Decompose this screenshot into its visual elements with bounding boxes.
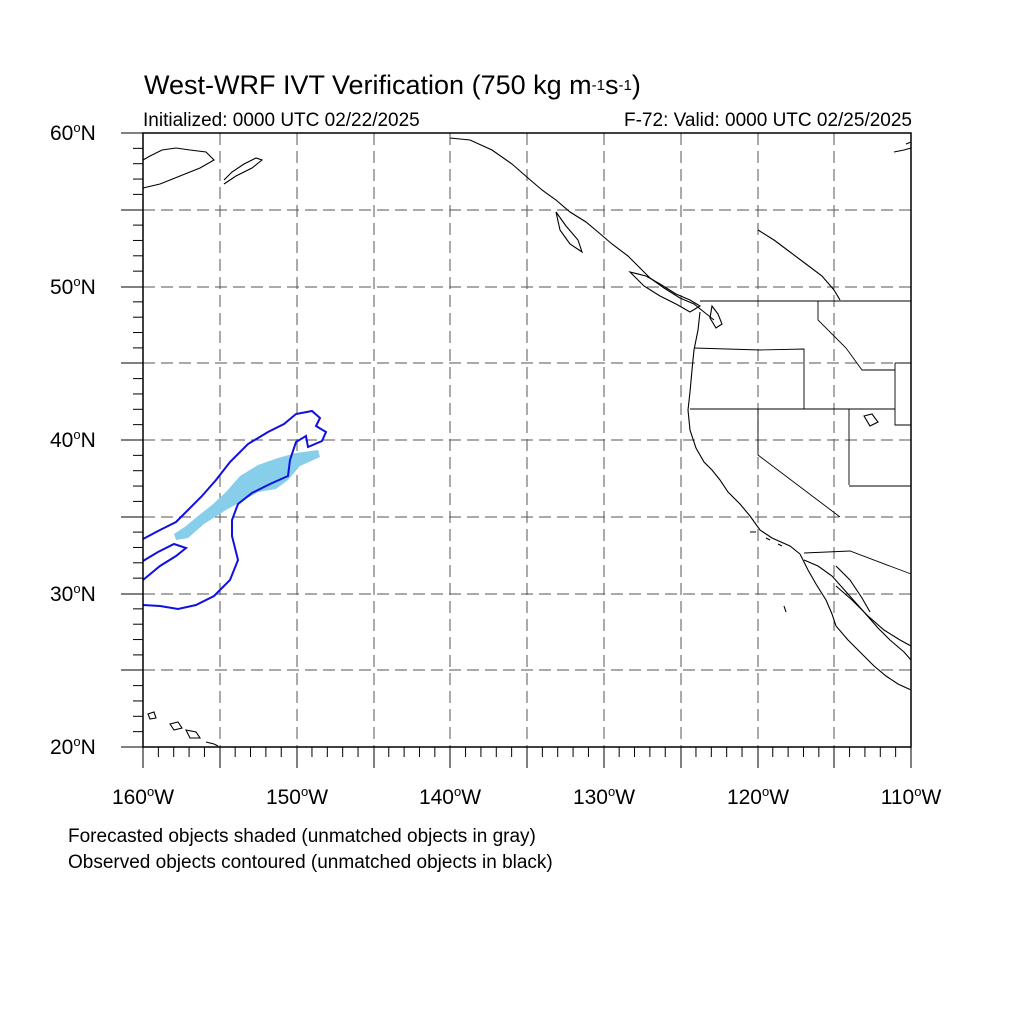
lon-label-110: 110oW bbox=[880, 784, 942, 809]
lon-label-140: 140oW bbox=[418, 784, 482, 809]
lat-label-30: 30oN bbox=[50, 581, 96, 606]
observed-contour bbox=[142, 409, 328, 611]
political-boundaries bbox=[690, 300, 912, 575]
forecast-note: Forecasted objects shaded (unmatched obj… bbox=[68, 826, 536, 847]
lon-label-150: 150oW bbox=[265, 784, 329, 809]
map-title: West-WRF IVT Verification (750 kg m-1s-1… bbox=[144, 70, 641, 100]
minor-ticks bbox=[133, 147, 897, 757]
grid-lines bbox=[143, 133, 911, 747]
lon-label-160: 160oW bbox=[111, 784, 175, 809]
initialized-time: Initialized: 0000 UTC 02/22/2025 bbox=[143, 110, 420, 131]
axis-ticks bbox=[121, 132, 912, 768]
lon-label-120: 120oW bbox=[726, 784, 790, 809]
coastlines bbox=[142, 137, 912, 747]
forecast-object bbox=[174, 450, 320, 540]
lat-label-50: 50oN bbox=[50, 274, 96, 299]
lat-label-60: 60oN bbox=[50, 120, 96, 145]
valid-time: F-72: Valid: 0000 UTC 02/25/2025 bbox=[624, 110, 912, 131]
lat-label-20: 20oN bbox=[50, 734, 96, 759]
observed-note: Observed objects contoured (unmatched ob… bbox=[68, 852, 553, 873]
lon-label-130: 130oW bbox=[572, 784, 636, 809]
observed-contour-inner bbox=[142, 542, 189, 581]
lat-label-40: 40oN bbox=[50, 427, 96, 452]
